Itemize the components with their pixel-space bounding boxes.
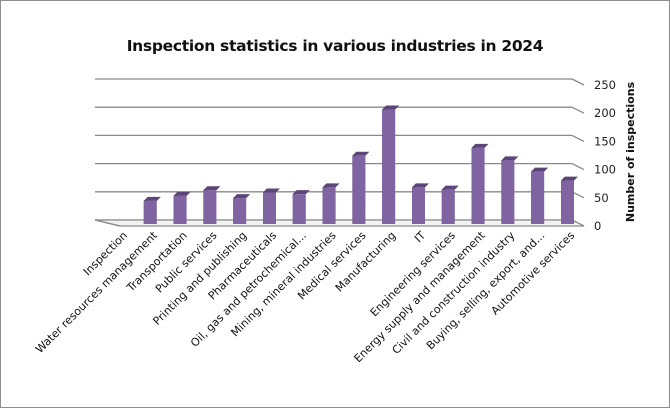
y-tick-label: 250 [594,78,616,92]
bar-12 [471,143,489,224]
bar-top [471,143,489,148]
bar-top [233,194,251,199]
category-label: Water resources management [33,228,160,355]
bar-5 [263,188,280,224]
y-tick-label: 50 [594,191,609,205]
bar-6 [292,190,310,224]
category-label: Civil and construction industry [390,229,518,357]
bar-front [203,190,217,224]
bar-8 [352,151,370,224]
bar-1 [143,196,161,224]
category-label: IT [412,229,428,245]
bar-front [382,109,396,224]
chart-title: Inspection statistics in various industr… [126,37,544,55]
bar-top [531,167,549,172]
bar-front [322,187,336,224]
bars [143,105,578,224]
bar-4 [233,194,251,224]
bar-top [322,183,340,188]
bar-front [561,180,574,224]
floor-edge [94,219,121,227]
bar-front [143,200,157,224]
bar-top [382,105,400,110]
bar-top [292,190,310,195]
bar-front [352,155,366,224]
bar-top [352,151,370,156]
bar-front [233,198,247,224]
bar-2 [173,191,191,224]
y-tick-label: 0 [594,219,601,233]
y-axis-label: Number of inspections [624,81,637,222]
bar-front [173,195,187,224]
gridline-side [571,134,585,142]
bar-top [441,185,459,190]
gridline-side [571,78,585,86]
bar-top [561,176,578,181]
bar-front [471,147,485,224]
bar-front [531,171,545,224]
y-tick-label: 200 [594,106,616,120]
bar-front [263,192,276,224]
bar-10 [412,183,429,224]
bar-13 [501,156,519,224]
bar-top [173,191,191,196]
bar-front [441,189,455,224]
bar-7 [322,183,340,224]
bar-14 [531,167,549,224]
bar-front [412,187,425,224]
bar-15 [561,176,578,224]
gridline-side [571,106,585,114]
y-axis-ticks: 0 50 100 150 200 250 [594,78,616,233]
bar-top [501,156,519,161]
y-tick-label: 150 [594,134,616,148]
y-tick-label: 100 [594,163,616,177]
bar-top [203,186,221,191]
gridline-side [571,163,585,171]
bar-3 [203,186,221,224]
bar-front [501,160,515,224]
bar-top [263,188,280,193]
bar-top [412,183,429,188]
bar-11 [441,185,459,224]
bar-front [292,194,306,224]
bar-top [143,196,161,201]
bar-9 [382,105,400,224]
